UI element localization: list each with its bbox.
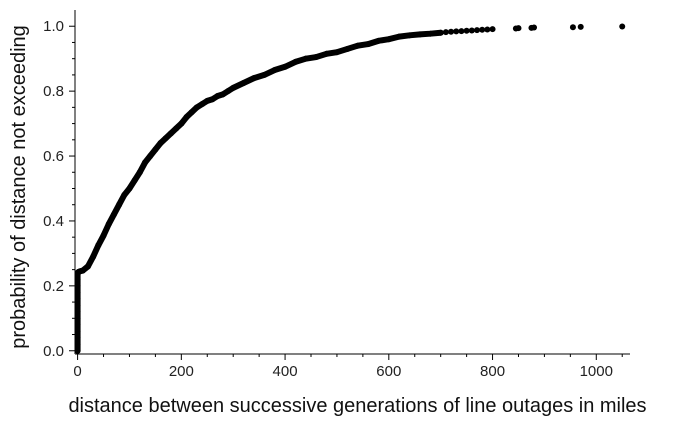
y-tick-label: 0.4 [43,213,64,230]
y-tick-label: 0.8 [43,83,64,100]
data-point [74,289,81,296]
data-point [74,341,81,348]
data-point [74,302,81,309]
data-point [74,282,81,289]
data-point [178,120,185,127]
data-point [354,42,361,49]
axes: 0 200 400 600 800 1000 0.0 0.2 0.4 0.6 0.8 1.0 [43,10,630,380]
data-point [157,140,164,147]
data-point [74,328,81,335]
data-point [100,232,107,239]
data-point [90,253,97,260]
data-point [173,125,180,132]
data-point [105,221,112,228]
y-tick-label: 0.6 [43,148,64,165]
ecdf-dense-trace [74,29,444,354]
data-point [468,27,475,34]
y-tick-label: 1.0 [43,18,64,35]
x-tick-label: 600 [376,363,401,380]
data-point [250,75,257,82]
data-point [437,29,444,36]
data-point [292,58,299,65]
data-point [569,24,576,31]
data-point [448,28,455,35]
x-tick-label: 200 [169,363,194,380]
data-point [453,28,460,35]
data-point [225,88,232,95]
data-point [131,177,138,184]
data-point [204,97,211,104]
x-ticks: 0 200 400 600 800 1000 [73,354,623,380]
data-point [79,267,86,274]
data-point [183,114,190,121]
data-point [479,26,486,33]
data-point [442,29,449,36]
data-point [427,30,434,37]
x-tick-label: 800 [480,363,505,380]
data-point [95,242,102,249]
data-point [313,54,320,61]
data-point [74,347,81,354]
data-point [152,146,159,153]
data-point [619,23,626,30]
data-point [167,130,174,137]
data-point [577,23,584,30]
data-point [116,201,123,208]
data-point [199,101,206,108]
data-point [271,67,278,74]
data-point [193,104,200,111]
data-point [214,93,221,99]
data-point [230,84,237,91]
data-point [74,321,81,328]
data-point [375,37,382,44]
data-point [484,26,491,33]
x-tick-label: 1000 [580,363,613,380]
data-point [74,295,81,302]
data-point [126,185,133,192]
data-point [385,36,392,43]
data-point [333,49,340,56]
data-point [416,31,423,38]
data-point [209,96,216,103]
data-point [473,27,480,34]
data-points [74,23,626,354]
ecdf-curve [74,29,444,354]
data-point [121,191,128,198]
data-point [188,109,195,116]
data-point [162,135,169,142]
y-axis-title: probability of distance not exceeding [8,25,30,349]
data-point [282,63,289,70]
x-tick-label: 0 [73,363,81,380]
data-point [515,25,522,32]
y-tick-label: 0.2 [43,278,64,295]
data-point [110,211,117,218]
data-point [396,33,403,40]
data-point [531,24,538,31]
x-axis-title: distance between successive generations … [68,395,646,417]
y-ticks: 0.0 0.2 0.4 0.6 0.8 1.0 [43,18,75,360]
data-point [344,45,351,52]
data-point [74,315,81,322]
data-point [240,80,247,87]
data-point [74,276,81,283]
data-point [142,159,149,166]
data-point [458,28,465,35]
data-point [84,263,91,270]
data-point [406,32,413,39]
data-point [302,55,309,62]
data-point [219,91,226,98]
data-point [74,334,81,341]
data-point [365,41,372,48]
data-point [147,153,154,160]
data-point [323,50,330,57]
data-point [463,27,470,34]
data-point [74,308,81,315]
data-point [489,26,496,33]
data-point [261,71,268,78]
x-tick-label: 400 [273,363,298,380]
data-point [136,169,143,176]
y-tick-label: 0.0 [43,343,64,360]
